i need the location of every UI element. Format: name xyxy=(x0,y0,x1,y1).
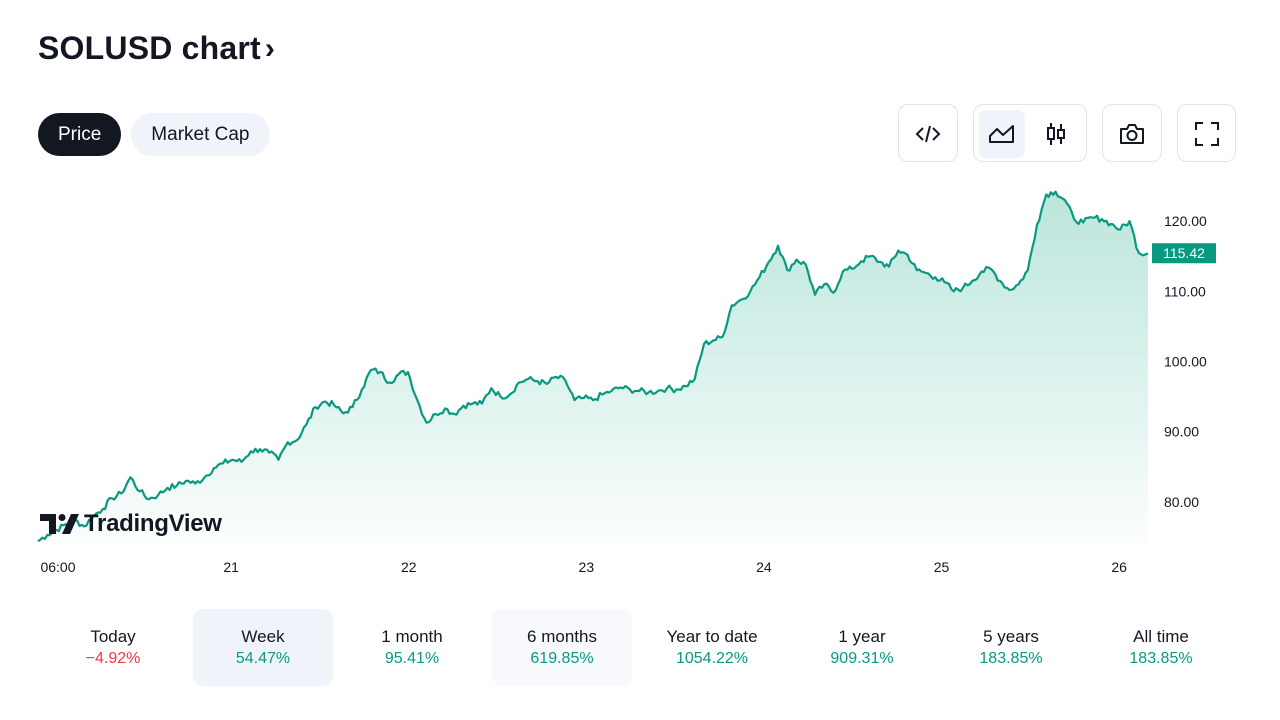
period-change: 183.85% xyxy=(1129,649,1193,667)
page-title: SOLUSD chart xyxy=(38,30,261,66)
period-label: Today xyxy=(90,626,136,646)
x-tick-label: 06:00 xyxy=(40,559,75,575)
candle-style-button[interactable] xyxy=(1033,110,1079,158)
last-price-label: 115.42 xyxy=(1163,245,1205,261)
camera-icon xyxy=(1120,124,1144,144)
x-tick-label: 26 xyxy=(1111,559,1127,575)
x-tick-label: 24 xyxy=(756,559,772,575)
price-line xyxy=(37,190,1149,543)
price-area-fill xyxy=(38,191,1148,544)
area-style-button[interactable] xyxy=(979,110,1025,158)
snapshot-button[interactable] xyxy=(1109,110,1155,158)
period-1-year[interactable]: 1 year 909.31% xyxy=(792,609,932,686)
y-tick-label: 110.00 xyxy=(1164,283,1206,299)
tradingview-logo-text: TradingView xyxy=(84,510,222,537)
period-label: 6 months xyxy=(527,626,597,646)
y-tick-label: 80.00 xyxy=(1164,494,1199,510)
last-price-badge xyxy=(1152,243,1216,264)
tab-market-cap[interactable]: Market Cap xyxy=(131,113,270,156)
period-label: Week xyxy=(241,626,285,646)
fullscreen-button[interactable] xyxy=(1184,110,1230,158)
period-6-months[interactable]: 6 months 619.85% xyxy=(492,609,632,686)
chart-tabs: Price Market Cap xyxy=(38,113,270,156)
embed-button-box xyxy=(898,104,958,162)
x-tick-label: 23 xyxy=(579,559,595,575)
period-change: 909.31% xyxy=(830,649,894,667)
period-label: 1 month xyxy=(381,626,443,646)
performance-periods: Today −4.92% Week 54.47% 1 month 95.41% … xyxy=(38,609,1238,686)
period-label: 1 year xyxy=(838,626,886,646)
period-change: −4.92% xyxy=(85,649,141,667)
x-tick-label: 21 xyxy=(223,559,239,575)
period-all-time[interactable]: All time 183.85% xyxy=(1091,609,1231,686)
x-tick-label: 22 xyxy=(401,559,417,575)
embed-button[interactable] xyxy=(905,110,951,158)
fullscreen-button-box xyxy=(1177,104,1236,162)
tradingview-logo: TradingView xyxy=(40,510,222,538)
period-label: 5 years xyxy=(983,626,1039,646)
period-change: 95.41% xyxy=(384,649,440,667)
code-icon xyxy=(915,125,941,143)
chart-toolbar xyxy=(898,104,1236,164)
chart-title-link[interactable]: SOLUSD chart › xyxy=(38,30,275,67)
y-tick-label: 120.00 xyxy=(1164,213,1207,229)
candlestick-icon xyxy=(1047,123,1065,145)
chart-style-switch xyxy=(973,104,1087,162)
snapshot-button-box xyxy=(1102,104,1162,162)
period-label: Year to date xyxy=(666,626,758,646)
period-change: 619.85% xyxy=(530,649,594,667)
tab-price[interactable]: Price xyxy=(38,113,122,156)
period-5-years[interactable]: 5 years 183.85% xyxy=(941,609,1081,686)
chevron-right-icon: › xyxy=(264,31,276,65)
period-week[interactable]: Week 54.47% xyxy=(193,609,333,686)
period-today[interactable]: Today −4.92% xyxy=(43,609,183,686)
period-year-to-date[interactable]: Year to date 1054.22% xyxy=(642,609,782,686)
fullscreen-icon xyxy=(1195,122,1219,146)
area-chart-icon xyxy=(989,125,1014,143)
area-chart-svg: 120.00 110.00 100.00 90.00 80.00 06:00 21 22 23… xyxy=(37,190,1216,575)
period-label: All time xyxy=(1133,626,1189,646)
y-tick-label: 90.00 xyxy=(1164,424,1199,440)
period-change: 54.47% xyxy=(235,649,291,667)
price-chart[interactable]: 120.00 110.00 100.00 90.00 80.00 06:00 21 22 23… xyxy=(0,170,1280,590)
period-change: 183.85% xyxy=(979,649,1043,667)
period-1-month[interactable]: 1 month 95.41% xyxy=(342,609,482,686)
period-change: 1054.22% xyxy=(675,649,749,667)
tradingview-logo-icon xyxy=(40,514,79,534)
x-tick-label: 25 xyxy=(934,559,950,575)
y-tick-label: 100.00 xyxy=(1164,353,1207,369)
